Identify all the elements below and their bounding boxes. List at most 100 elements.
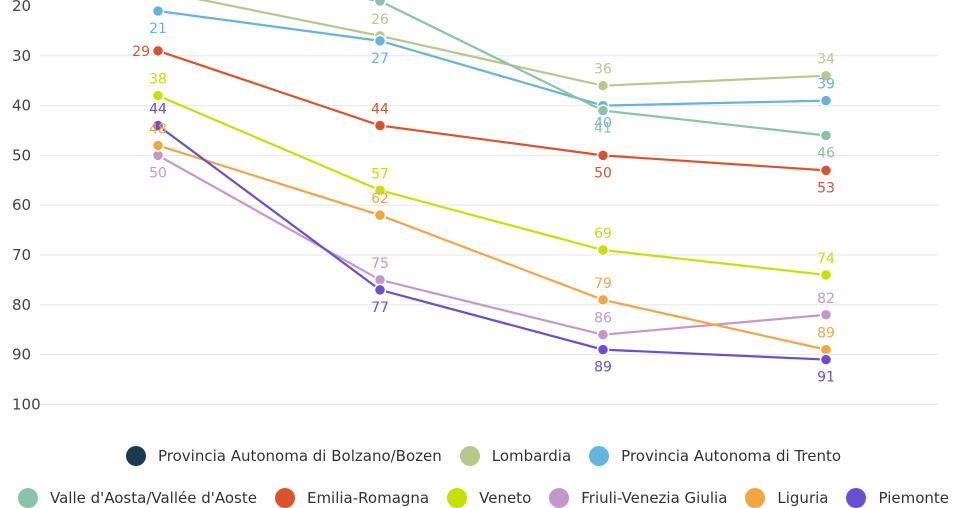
y-tick-label: 70 xyxy=(12,246,31,264)
data-point[interactable] xyxy=(151,119,165,132)
y-tick-label: 50 xyxy=(12,146,31,164)
data-label: 89 xyxy=(817,326,835,342)
data-label: 91 xyxy=(817,370,835,386)
data-point[interactable] xyxy=(373,119,387,132)
data-point[interactable] xyxy=(151,44,165,58)
data-label: 40 xyxy=(594,116,612,132)
data-label: 39 xyxy=(817,77,835,93)
data-point[interactable] xyxy=(819,94,833,107)
y-tick-label: 80 xyxy=(12,296,31,314)
data-point[interactable] xyxy=(151,139,165,152)
data-label: 57 xyxy=(371,166,389,182)
data-point[interactable] xyxy=(373,184,387,197)
data-point[interactable] xyxy=(373,208,387,222)
series-line xyxy=(366,0,827,137)
data-label: 44 xyxy=(371,102,389,118)
legend-swatch xyxy=(274,488,295,508)
data-label: 79 xyxy=(594,276,612,292)
y-tick-label: 60 xyxy=(12,196,31,214)
y-tick-label: 40 xyxy=(12,97,31,115)
data-point[interactable] xyxy=(596,343,610,356)
legend-item-veneto[interactable]: Veneto xyxy=(447,488,531,508)
data-label: 48 xyxy=(149,121,167,137)
data-label: 50 xyxy=(149,165,167,181)
data-label: 41 xyxy=(594,121,612,137)
y-tick-label: 100 xyxy=(12,395,41,413)
legend-item-liguria[interactable]: Liguria xyxy=(745,488,828,508)
data-label: 27 xyxy=(371,51,389,67)
legend-label: Lombardia xyxy=(491,447,572,465)
legend-item-piemonte[interactable]: Piemonte xyxy=(846,488,949,508)
series-line xyxy=(196,0,827,87)
legend-item-trento[interactable]: Provincia Autonoma di Trento xyxy=(589,446,841,466)
data-label: 89 xyxy=(594,360,612,376)
data-labels: 1726363421274039121941462944505338576974… xyxy=(132,12,835,386)
legend-label: Veneto xyxy=(479,489,532,507)
data-label: 69 xyxy=(594,226,612,242)
data-point[interactable] xyxy=(373,283,387,297)
legend-label: Emilia-Romagna xyxy=(306,489,430,507)
y-tick-label: 20 xyxy=(12,0,31,15)
legend-swatch xyxy=(17,488,38,508)
legend-label: Valle d'Aosta/Vallée d'Aoste xyxy=(49,489,257,507)
legend-swatch xyxy=(459,446,480,466)
series-line xyxy=(157,154,827,336)
data-point[interactable] xyxy=(596,104,610,117)
data-point[interactable] xyxy=(151,4,165,18)
legend-item-bolzano[interactable]: Provincia Autonoma di Bolzano/Bozen xyxy=(125,446,442,466)
data-point[interactable] xyxy=(819,129,833,142)
data-label: 46 xyxy=(817,145,835,161)
data-label: 77 xyxy=(371,300,389,316)
series-lines xyxy=(151,0,833,366)
legend-label: Provincia Autonoma di Bolzano/Bozen xyxy=(157,447,442,465)
data-point[interactable] xyxy=(373,0,387,8)
data-label: 44 xyxy=(149,102,167,118)
series-line xyxy=(157,94,827,277)
data-label: 21 xyxy=(149,21,167,37)
series-line xyxy=(157,124,827,361)
data-point[interactable] xyxy=(596,149,610,162)
data-point[interactable] xyxy=(596,293,610,307)
data-label: 26 xyxy=(371,12,389,28)
data-point[interactable] xyxy=(819,353,833,366)
data-label: 36 xyxy=(594,62,612,78)
data-label: 53 xyxy=(817,180,835,196)
data-point[interactable] xyxy=(596,243,610,257)
data-label: 29 xyxy=(132,44,150,60)
series-line xyxy=(157,144,827,351)
data-label: 62 xyxy=(371,191,389,207)
data-label: 34 xyxy=(817,52,835,68)
legend-item-friuli[interactable]: Friuli-Venezia Giulia xyxy=(549,488,727,508)
series-line xyxy=(157,9,827,107)
data-label: 86 xyxy=(594,311,612,327)
legend-item-valle-daosta[interactable]: Valle d'Aosta/Vallée d'Aoste xyxy=(17,488,257,508)
data-label: 82 xyxy=(817,291,835,307)
legend-swatch xyxy=(125,446,146,466)
data-label: 50 xyxy=(594,165,612,181)
data-point[interactable] xyxy=(819,164,833,177)
y-tick-label: 30 xyxy=(12,47,31,65)
legend-row-1: Provincia Autonoma di Bolzano/Bozen Lomb… xyxy=(0,446,967,466)
legend-swatch xyxy=(549,488,570,508)
grid-lines xyxy=(40,55,938,405)
legend-item-emilia-romagna[interactable]: Emilia-Romagna xyxy=(274,488,430,508)
legend-swatch xyxy=(745,488,766,508)
data-point[interactable] xyxy=(151,89,165,102)
data-label: 38 xyxy=(149,72,167,88)
legend-row-2: Valle d'Aosta/Vallée d'Aoste Emilia-Roma… xyxy=(0,488,967,508)
data-point[interactable] xyxy=(373,34,387,48)
legend-label: Friuli-Venezia Giulia xyxy=(581,489,728,507)
legend-item-lombardia[interactable]: Lombardia xyxy=(459,446,572,466)
legend-label: Piemonte xyxy=(878,489,950,507)
data-point[interactable] xyxy=(596,79,610,92)
data-point[interactable] xyxy=(819,268,833,282)
data-point[interactable] xyxy=(596,328,610,341)
data-label: 74 xyxy=(817,251,835,267)
data-point[interactable] xyxy=(819,69,833,82)
y-tick-label: 90 xyxy=(12,346,31,364)
data-point[interactable] xyxy=(819,308,833,322)
legend-label: Provincia Autonoma di Trento xyxy=(621,447,842,465)
legend-swatch xyxy=(447,488,468,508)
legend-swatch xyxy=(589,446,610,466)
